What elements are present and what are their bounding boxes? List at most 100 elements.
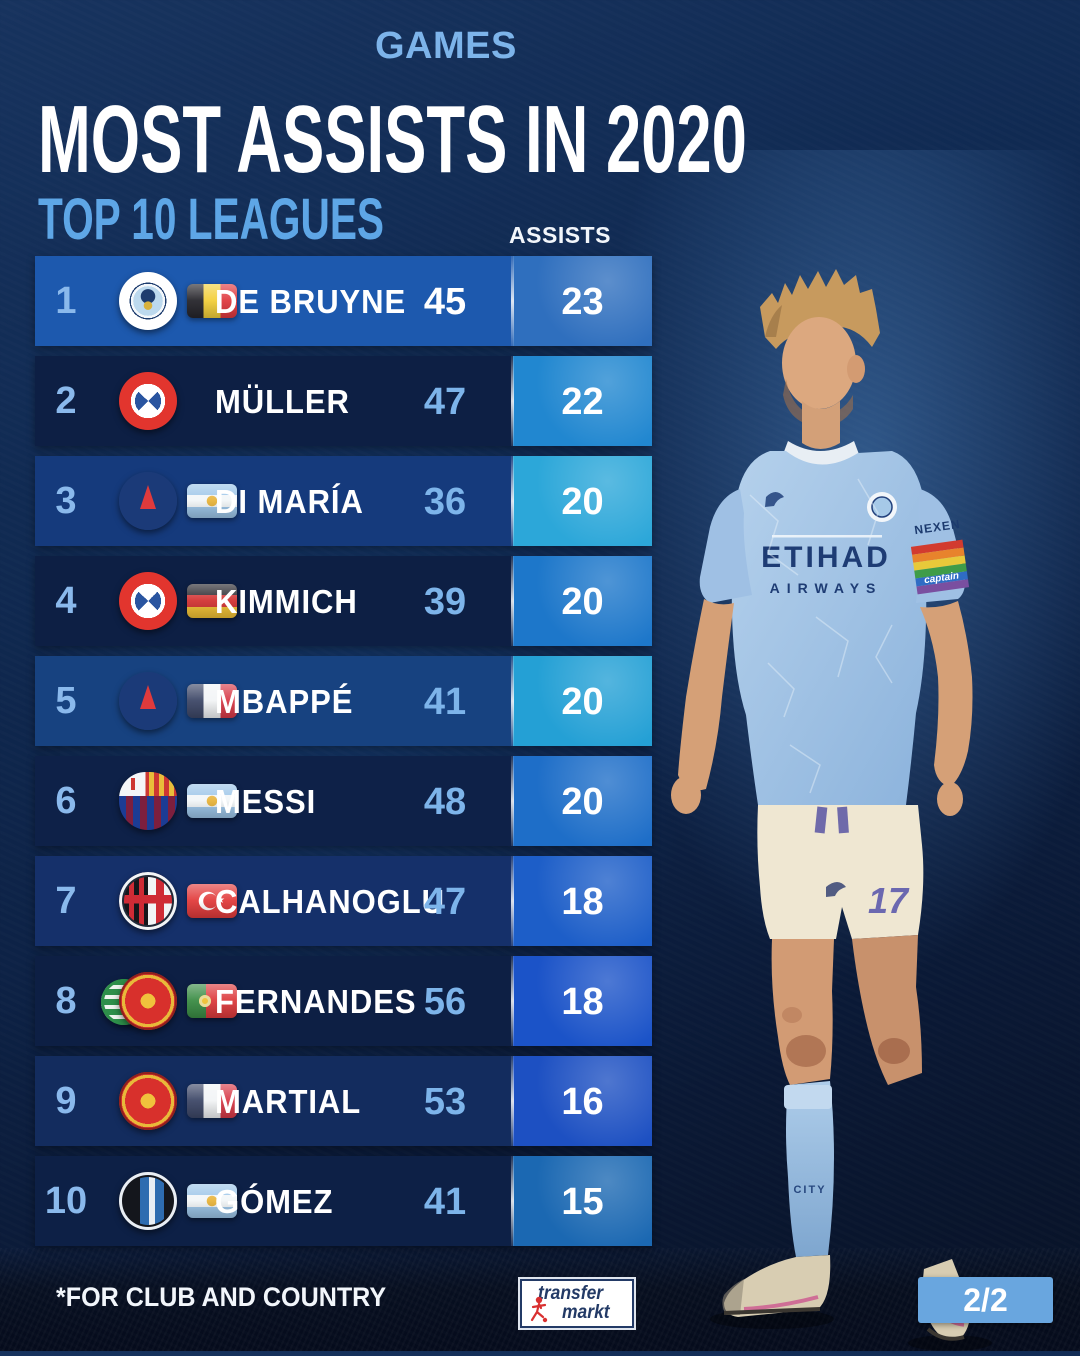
club-badges <box>119 872 177 930</box>
assists-value: 15 <box>561 1181 604 1223</box>
assists-value: 20 <box>561 481 604 523</box>
player-name: DI MARÍA <box>215 483 364 520</box>
rank-value: 7 <box>55 880 77 922</box>
player-hair <box>760 269 880 349</box>
rank-value: 1 <box>55 280 77 322</box>
rank-value: 5 <box>55 680 77 722</box>
club-badge-ac-milan <box>119 872 177 930</box>
table-row: 10 GÓMEZ 41 15 <box>35 1156 652 1246</box>
games-value: 41 <box>423 681 467 723</box>
transfermarkt-logo: transfer markt <box>518 1277 636 1330</box>
flag-belgium <box>187 284 237 318</box>
club-badges <box>119 572 177 630</box>
flag-argentina <box>187 784 237 818</box>
assists-cell: 20 <box>511 556 652 646</box>
table-row: 7 CALHANOGLU 47 18 <box>35 856 652 946</box>
club-badge-manchester-united <box>119 1072 177 1130</box>
player-name: FERNANDES <box>215 983 417 1020</box>
runner-icon <box>530 1296 548 1323</box>
club-badge-psg <box>119 472 177 530</box>
flag-argentina <box>187 484 237 518</box>
player-shirt <box>731 451 927 805</box>
assists-cell: 16 <box>511 1056 652 1146</box>
table-row: 9 MARTIAL 53 16 <box>35 1056 652 1146</box>
page-title: MOST ASSISTS IN 2020 <box>38 86 747 194</box>
games-value: 47 <box>423 881 467 923</box>
games-value: 36 <box>423 481 467 523</box>
player-name: MÜLLER <box>215 383 350 420</box>
club-badge-bayern-munich <box>119 372 177 430</box>
assists-value: 20 <box>561 581 604 623</box>
player-sock <box>786 1081 834 1257</box>
club-badges <box>119 772 177 830</box>
assists-value: 18 <box>561 981 604 1023</box>
rank-value: 2 <box>55 380 77 422</box>
player-name: DE BRUYNE <box>215 283 407 320</box>
club-badge-manchester-city <box>119 272 177 330</box>
table-row: 1 DE BRUYNE 45 23 <box>35 256 652 346</box>
rank-value: 9 <box>55 1080 77 1122</box>
games-value: 39 <box>423 581 467 623</box>
column-header-games: GAMES <box>375 25 517 67</box>
assists-value: 18 <box>561 881 604 923</box>
assists-cell: 18 <box>511 856 652 946</box>
player-name: KIMMICH <box>215 583 358 620</box>
footnote: *FOR CLUB AND COUNTRY <box>56 1282 387 1312</box>
assists-value: 23 <box>561 281 604 323</box>
sock-text: CITY <box>793 1184 826 1196</box>
assists-value: 22 <box>561 381 604 423</box>
page-subtitle: TOP 10 LEAGUES <box>38 187 384 253</box>
club-badge-manchester-united <box>119 972 177 1030</box>
table-row: 3 DI MARÍA 36 20 <box>35 456 652 546</box>
logo-text-markt: markt <box>562 1302 610 1323</box>
club-badges <box>119 272 177 330</box>
games-value: 53 <box>423 1081 467 1123</box>
games-value: 41 <box>423 1181 467 1223</box>
shirt-sponsor-line1: ETIHAD <box>761 541 891 574</box>
rank-value: 8 <box>55 980 77 1022</box>
rank-value: 4 <box>55 580 77 622</box>
flag-france <box>187 1084 237 1118</box>
page-indicator: 2/2 <box>918 1277 1053 1323</box>
logo-text-transfer: transfer <box>538 1283 604 1304</box>
player-name: CALHANOGLU <box>215 883 445 920</box>
club-badges <box>119 672 177 730</box>
games-value: 45 <box>423 281 467 323</box>
assists-cell: 18 <box>511 956 652 1046</box>
assists-cell: 15 <box>511 1156 652 1246</box>
captain-armband: captain <box>910 539 970 595</box>
player-name: MESSI <box>215 783 317 820</box>
flag-portugal <box>187 984 237 1018</box>
assists-value: 16 <box>561 1081 604 1123</box>
shirt-sponsor-line2: AIRWAYS <box>770 580 883 596</box>
table-row: 8 FERNANDES 56 18 <box>35 956 652 1046</box>
table-row: 6 MESSI 48 20 <box>35 756 652 846</box>
armband-text: captain <box>923 571 959 587</box>
assists-cell: 22 <box>511 356 652 446</box>
sleeve-sponsor-text: NEXEN <box>914 517 962 537</box>
assists-value: 20 <box>561 681 604 723</box>
club-badges <box>119 372 177 430</box>
club-badges <box>101 972 177 1030</box>
column-header-assists: ASSISTS <box>509 222 611 248</box>
player-name: MBAPPÉ <box>215 683 354 720</box>
assists-cell: 20 <box>511 456 652 546</box>
club-badge-atalanta <box>119 1172 177 1230</box>
club-badges <box>119 1072 177 1130</box>
rank-value: 3 <box>55 480 77 522</box>
flag-france <box>187 684 237 718</box>
player-name: GÓMEZ <box>215 1183 334 1220</box>
shorts-number: 17 <box>868 880 910 921</box>
player-photo-de-bruyne: NEXEN captain ETIHAD AIRWAYS 17 CITY <box>620 245 1080 1351</box>
player-shorts <box>757 805 924 939</box>
table-row: 2 MÜLLER 47 22 <box>35 356 652 446</box>
club-badge-bayern-munich <box>119 572 177 630</box>
games-value: 48 <box>423 781 467 823</box>
assists-ranking-table: 1 DE BRUYNE 45 23 2 MÜLLER 47 22 3 DI MA… <box>35 256 652 1256</box>
club-badges <box>119 1172 177 1230</box>
club-badges <box>119 472 177 530</box>
assists-value: 20 <box>561 781 604 823</box>
rank-value: 6 <box>55 780 77 822</box>
flag-germany <box>187 584 237 618</box>
club-badge-psg <box>119 672 177 730</box>
